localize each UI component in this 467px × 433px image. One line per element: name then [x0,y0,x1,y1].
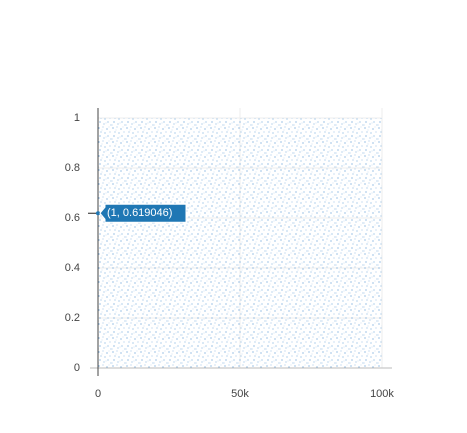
y-tick-label: 0 [74,362,80,374]
x-tick-label: 50k [231,388,249,400]
y-tick-label: 0.6 [65,212,80,224]
x-tick-label: 100k [370,388,394,400]
x-tick-label: 0 [95,388,101,400]
y-tick-label: 1 [74,112,80,124]
tooltip-label: (1, 0.619046) [107,207,172,219]
y-tick-label: 0.4 [65,262,80,274]
point [96,211,101,216]
tooltip [99,203,187,223]
y-tick-label: 0.2 [65,312,80,324]
y-tick-label: 0.8 [65,162,80,174]
point-cloud [98,118,382,368]
